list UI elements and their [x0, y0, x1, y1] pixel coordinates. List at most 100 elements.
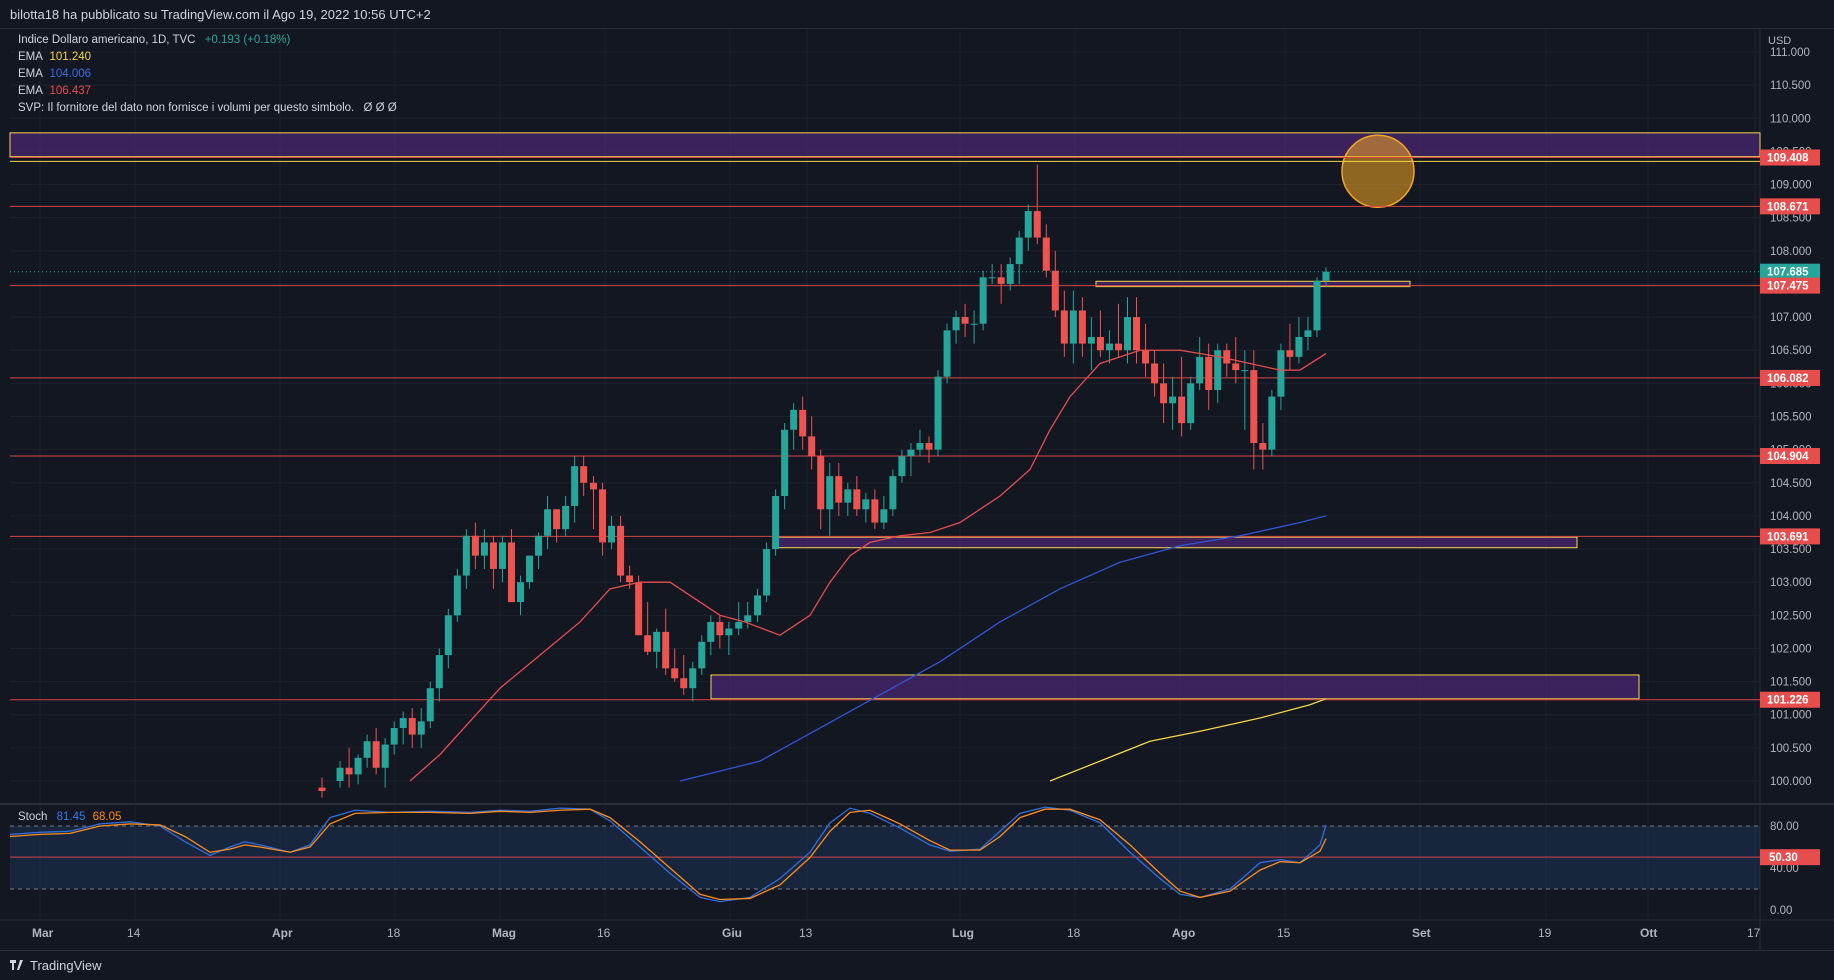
time-tick-label: 13 — [799, 926, 813, 940]
price-level-text: 109.408 — [1767, 153, 1809, 165]
candle-body — [1006, 264, 1014, 284]
candle-body — [1133, 317, 1141, 351]
candle-body — [862, 499, 870, 510]
ema-line-blue — [679, 515, 1327, 782]
price-tick-label: 103.000 — [1770, 577, 1812, 589]
candle-body — [635, 582, 643, 636]
ema-legend-1[interactable]: EMA 101.240 — [18, 51, 91, 63]
candle-body — [970, 323, 978, 325]
candle-body — [435, 655, 443, 689]
candle-body — [599, 489, 607, 543]
candle-body — [943, 330, 951, 377]
candle-body — [889, 476, 897, 510]
time-tick-label: Ott — [1640, 926, 1657, 940]
candle-body — [498, 542, 506, 569]
candle-body — [1205, 356, 1213, 390]
candle-body — [354, 757, 362, 775]
candle-body — [590, 482, 598, 490]
candle-body — [689, 668, 697, 689]
support-zone — [772, 536, 1578, 549]
price-level-text: 108.671 — [1767, 201, 1809, 213]
symbol-label: Indice Dollaro americano, 1D, TVC — [18, 34, 196, 46]
price-chart[interactable]: 111.000110.500110.000109.500109.000108.5… — [0, 0, 1834, 950]
price-tick-label: 105.500 — [1770, 412, 1812, 424]
candle-body — [1123, 317, 1131, 351]
footer-bar: TradingView — [0, 950, 1834, 980]
candle-body — [1196, 356, 1204, 384]
candle-body — [1322, 271, 1330, 281]
ema-legend-3[interactable]: EMA 106.437 — [18, 85, 91, 97]
publish-header: bilotta18 ha pubblicato su TradingView.c… — [0, 0, 1834, 29]
candle-body — [716, 621, 724, 636]
candle-body — [462, 535, 470, 576]
candle-body — [997, 277, 1005, 284]
candle-body — [399, 718, 407, 728]
price-tick-label: 100.000 — [1770, 776, 1812, 788]
price-level-badge — [1760, 528, 1820, 545]
candle-body — [1169, 396, 1177, 404]
candle-body — [817, 456, 825, 510]
candle-body — [1295, 336, 1303, 357]
ema-legend-2[interactable]: EMA 104.006 — [18, 68, 91, 80]
stoch-tick-label: 80.00 — [1770, 821, 1799, 833]
candle-body — [345, 767, 353, 775]
price-tick-label: 100.500 — [1770, 743, 1812, 755]
candle-body — [898, 456, 906, 477]
svp-legend[interactable]: SVP: Il fornitore del dato non fornisce … — [18, 102, 397, 114]
candle-body — [553, 509, 561, 530]
stoch-d-line — [9, 808, 1327, 901]
price-level-text: 107.685 — [1767, 267, 1809, 279]
candle-body — [535, 535, 543, 556]
stoch-k-line — [9, 806, 1327, 903]
price-tick-label: 108.000 — [1770, 246, 1812, 258]
candle-body — [1268, 396, 1276, 450]
candle-body — [826, 476, 834, 510]
svp-symbols: Ø Ø Ø — [363, 102, 397, 114]
candle-body — [1259, 443, 1267, 450]
price-level-text: 101.226 — [1767, 695, 1809, 707]
candle-body — [372, 741, 380, 768]
price-tick-label: 102.500 — [1770, 610, 1812, 622]
candle-body — [1096, 336, 1104, 351]
candle-body — [1042, 237, 1050, 271]
price-tick-label: 108.500 — [1770, 213, 1812, 225]
candle-body — [408, 718, 416, 735]
stoch-tick-label: 0.00 — [1770, 905, 1792, 917]
target-circle — [1341, 134, 1415, 209]
breakout-zone — [1095, 280, 1411, 288]
candle-body — [772, 496, 780, 550]
resistance-zone — [9, 132, 1761, 158]
candle-body — [1313, 280, 1321, 331]
candle-body — [916, 443, 924, 450]
svp-text: SVP: Il fornitore del dato non fornisce … — [18, 102, 355, 114]
candle-body — [907, 449, 915, 457]
candle-body — [336, 767, 344, 781]
time-tick-label: Giu — [722, 926, 742, 940]
candle-body — [1105, 343, 1113, 351]
candle-body — [1241, 370, 1249, 372]
candle-body — [1286, 350, 1294, 357]
ema-value: 104.006 — [49, 68, 92, 80]
change-value: +0.193 (+0.18%) — [204, 34, 291, 46]
candle-body — [471, 535, 479, 556]
price-tick-label: 106.500 — [1770, 345, 1812, 357]
candle-body — [489, 542, 497, 569]
price-level-text: 103.691 — [1767, 531, 1809, 543]
time-tick-label: 18 — [1067, 926, 1081, 940]
candle-body — [808, 436, 816, 457]
legend-symbol-row: Indice Dollaro americano, 1D, TVC +0.193… — [18, 34, 290, 46]
candle-body — [644, 635, 652, 652]
time-tick-label: 18 — [387, 926, 401, 940]
price-tick-label: 101.500 — [1770, 677, 1812, 689]
candle-body — [417, 721, 425, 735]
ema-line-yellow — [1049, 698, 1327, 782]
candle-body — [444, 615, 452, 656]
candle-body — [580, 466, 588, 483]
price-tick-label: 103.500 — [1770, 544, 1812, 556]
candle-body — [480, 542, 488, 556]
time-tick-label: Lug — [952, 926, 974, 940]
time-tick-label: Mar — [32, 926, 54, 940]
stoch-legend[interactable]: Stoch 81.45 68.05 — [18, 811, 121, 823]
candle-body — [363, 741, 371, 758]
candle-body — [1142, 350, 1150, 364]
